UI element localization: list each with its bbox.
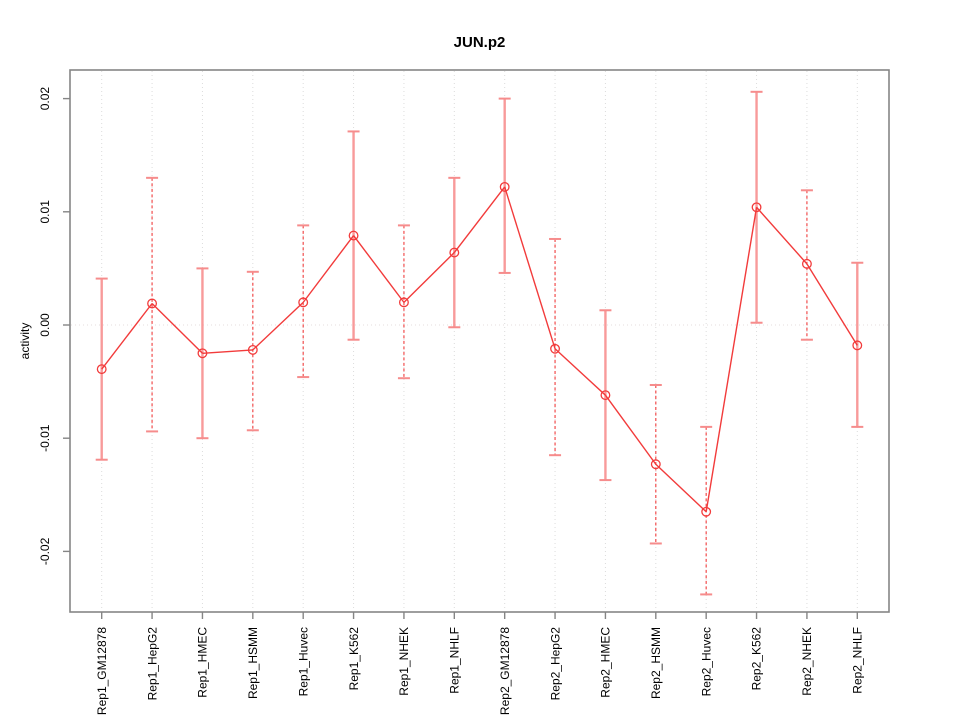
series-segment <box>302 235 355 303</box>
data-point-marker <box>801 258 812 269</box>
data-point-marker <box>348 230 359 241</box>
x-category-label: Rep1_Huvec <box>296 627 310 696</box>
y-tick-label: 0.01 <box>38 200 52 224</box>
y-tick-label: -0.01 <box>38 424 52 452</box>
x-category-label: Rep1_HMEC <box>196 627 210 698</box>
x-category-label: Rep1_K562 <box>347 627 361 691</box>
series-segment <box>655 463 707 513</box>
x-category-label: Rep1_HepG2 <box>145 627 159 701</box>
chart-title: JUN.p2 <box>454 34 506 51</box>
y-tick-label: 0.00 <box>38 313 52 337</box>
x-category-label: Rep1_HSMM <box>246 627 260 699</box>
x-category-label: Rep2_HepG2 <box>548 627 562 701</box>
x-category-label: Rep2_HMEC <box>599 627 613 698</box>
data-point-marker <box>449 247 460 258</box>
data-point-marker <box>298 297 309 308</box>
data-point-marker <box>701 506 712 517</box>
data-point-marker <box>499 181 510 192</box>
data-point-marker <box>398 297 409 308</box>
chart-root: 0.02 0.01 0.00 -0.01 -0.02 Rep1_GM12878 Rep1_H… <box>38 69 890 715</box>
x-category-label: Rep2_GM12878 <box>498 627 512 715</box>
x-category-label: Rep1_NHLF <box>448 627 462 694</box>
series-segment <box>756 206 808 265</box>
x-category-label: Rep2_Huvec <box>699 627 713 696</box>
y-tick-label: 0.02 <box>38 87 52 111</box>
data-point-marker <box>650 459 661 470</box>
x-category-label: Rep1_NHEK <box>397 627 411 696</box>
plot-frame <box>69 69 890 613</box>
data-point-marker <box>96 364 107 375</box>
series-segment <box>101 303 153 370</box>
data-point-marker <box>147 298 158 309</box>
series-segment <box>353 235 405 303</box>
data-point-marker <box>247 344 258 355</box>
y-axis-label: activity <box>18 323 32 360</box>
data-point-marker <box>852 340 863 351</box>
data-point-marker <box>197 348 208 359</box>
series-segment <box>252 301 304 351</box>
series-segment <box>806 263 858 346</box>
data-point-marker <box>751 202 762 213</box>
x-category-label: Rep1_GM12878 <box>95 627 109 715</box>
series-segment <box>554 348 606 396</box>
series-segment <box>202 349 253 354</box>
series-segment <box>403 252 455 303</box>
data-point-marker <box>550 343 561 354</box>
series-segment <box>151 302 203 354</box>
data-point-marker <box>600 390 611 401</box>
x-category-label: Rep2_NHLF <box>850 627 864 694</box>
x-category-label: Rep2_HSMM <box>649 627 663 699</box>
series-segment <box>504 186 556 349</box>
y-tick-label: -0.02 <box>38 537 52 565</box>
x-category-label: Rep2_K562 <box>750 627 764 691</box>
series-segment <box>604 394 657 465</box>
series-segment <box>705 207 758 512</box>
series-segment <box>453 186 506 253</box>
x-category-label: Rep2_NHEK <box>800 627 814 696</box>
